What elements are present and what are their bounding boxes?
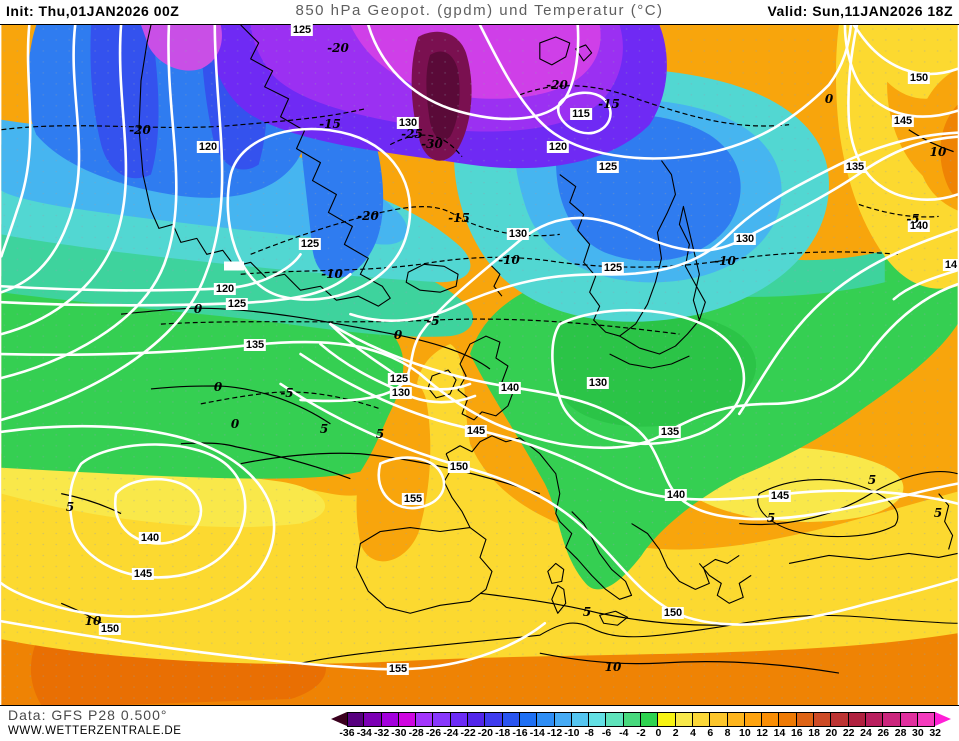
colorbar-tick: 8 [724, 727, 731, 739]
colorbar-cell [641, 712, 659, 727]
colorbar-tick: 24 [860, 727, 872, 739]
colorbar-cell [900, 712, 918, 727]
colorbar-tick: 10 [739, 727, 751, 739]
colorbar-cell [658, 712, 676, 727]
valid-time-label: Valid: Sun,11JAN2026 18Z [767, 3, 953, 19]
colorbar-tick: 32 [929, 727, 942, 739]
colorbar-cell [381, 712, 399, 727]
footer-bar: Data: GFS P28 0.500° WWW.WETTERZENTRALE.… [0, 706, 959, 741]
temperature-fill [1, 25, 958, 705]
colorbar-tick: -10 [564, 727, 580, 739]
colorbar-cell [779, 712, 797, 727]
colorbar-cell [831, 712, 849, 727]
temperature-colorbar: -36 -34 -32 -30 -28 -26 -24 -22 -20 -18 -16 -14 -12-… [331, 710, 953, 740]
colorbar-cell [623, 712, 642, 727]
colorbar-cell [519, 712, 538, 727]
colorbar-left-arrow-icon [331, 712, 347, 726]
colorbar-right-arrow-icon [935, 712, 952, 726]
colorbar-tick: -12 [547, 727, 563, 739]
colorbar-tick: -4 [619, 727, 629, 739]
colorbar-cell [468, 712, 486, 727]
colorbar-cell [347, 712, 365, 727]
colorbar-tick: -36 [339, 727, 355, 739]
weather-map: 125 130 115 120 125 120 130 125 130 135 150 145 140 1… [0, 24, 959, 706]
colorbar-tick: 14 [773, 727, 786, 739]
colorbar-tick: -34 [356, 727, 372, 739]
colorbar-tick: -20 [477, 727, 493, 739]
colorbar-cell [416, 712, 434, 727]
colorbar-cell [433, 712, 451, 727]
colorbar-cell [762, 712, 780, 727]
colorbar-cell [848, 712, 866, 727]
colorbar-cell [364, 712, 382, 727]
colorbar-tick: 16 [790, 727, 803, 739]
colorbar-cell [883, 712, 901, 727]
map-title: 850 hPa Geopot. (gpdm) und Temperatur (°… [295, 2, 664, 19]
website-label: WWW.WETTERZENTRALE.DE [8, 725, 182, 737]
colorbar-cell [917, 712, 936, 727]
colorbar-tick: 6 [707, 727, 714, 739]
colorbar-cell [865, 712, 884, 727]
colorbar-tick: -14 [529, 727, 545, 739]
colorbar-cell [796, 712, 815, 727]
colorbar-tick: 30 [912, 727, 924, 739]
colorbar-tick: -22 [460, 727, 476, 739]
colorbar-tick: 18 [808, 727, 820, 739]
colorbar-cell [727, 712, 745, 727]
colorbar-cell [589, 712, 607, 727]
colorbar-tick: 4 [690, 727, 696, 739]
colorbar-cell [502, 712, 520, 727]
colorbar-cell [450, 712, 469, 727]
colorbar-cell [606, 712, 624, 727]
colorbar-tick: 26 [877, 727, 890, 739]
colorbar-tick: 22 [842, 727, 855, 739]
colorbar-tick: -8 [584, 727, 594, 739]
colorbar-cell [571, 712, 590, 727]
colorbar-cell [398, 712, 417, 727]
temperature-contours [1, 85, 958, 674]
coastlines [138, 25, 958, 664]
colorbar-cell [485, 712, 503, 727]
colorbar-tick: 20 [825, 727, 838, 739]
colorbar-cell [744, 712, 763, 727]
colorbar-cell [675, 712, 693, 727]
data-source-label: Data: GFS P28 0.500° [8, 707, 168, 723]
colorbar-tick: -16 [512, 727, 528, 739]
colorbar-tick: -32 [374, 727, 390, 739]
colorbar-tick: 0 [655, 727, 662, 739]
colorbar-cell [814, 712, 832, 727]
colorbar-tick: 28 [894, 727, 907, 739]
geopotential-contours [0, 25, 959, 671]
colorbar-cell [710, 712, 728, 727]
colorbar-tick: 2 [672, 727, 679, 739]
colorbar-tick: -18 [495, 727, 511, 739]
header-bar: Init: Thu,01JAN2026 00Z 850 hPa Geopot. … [0, 0, 959, 24]
colorbar-tick: -28 [408, 727, 424, 739]
colorbar-cell [692, 712, 711, 727]
init-time-label: Init: Thu,01JAN2026 00Z [6, 3, 180, 19]
colorbar-cell [554, 712, 572, 727]
colorbar-tick: -2 [636, 727, 646, 739]
temperature-field-chart [0, 25, 959, 705]
colorbar-tick: -30 [391, 727, 407, 739]
colorbar-cell [537, 712, 555, 727]
colorbar-tick: -24 [443, 727, 459, 739]
colorbar-cells [347, 712, 936, 727]
colorbar-tick: 12 [756, 727, 769, 739]
colorbar-tick: -6 [601, 727, 612, 739]
colorbar-tick: -26 [425, 727, 442, 739]
